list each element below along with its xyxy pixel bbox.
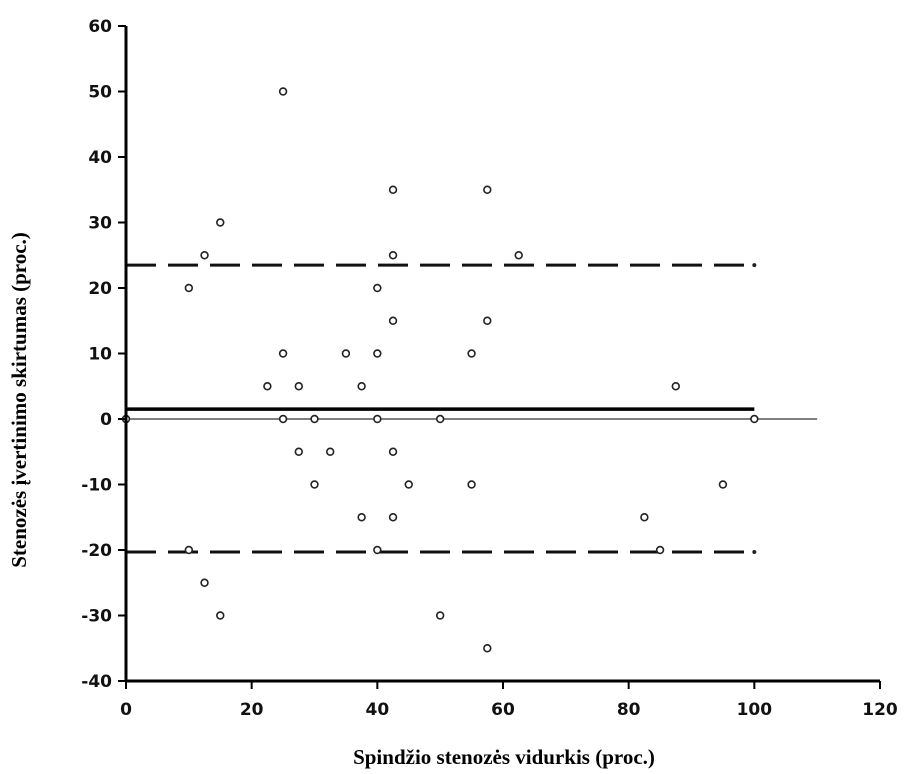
y-tick-label: 30 [88,214,112,234]
x-tick-label: 80 [617,700,641,720]
data-point [184,545,194,555]
data-point [640,513,649,522]
data-point [718,480,728,489]
data-point [655,545,665,555]
x-tick-label: 100 [737,700,773,720]
x-tick-label: 0 [120,700,132,720]
data-point [200,251,209,260]
data-point [514,251,523,260]
y-axis-title: Stenozės įvertinimo skirtumas (proc.) [7,232,31,568]
data-point [435,414,445,424]
data-point [357,513,366,522]
y-tick-label: 0 [100,410,112,430]
data-point [278,349,288,358]
data-point [310,414,319,424]
data-point [483,185,492,194]
x-axis-title: Spindžio stenozės vidurkis (proc.) [353,745,655,769]
y-tick-label: -20 [81,541,112,561]
upper-limit-end-dot [752,263,757,268]
y-tick-label: -30 [81,607,112,627]
data-point [184,283,194,293]
data-point [373,545,382,555]
data-point [373,414,382,424]
data-point [294,447,303,456]
data-point [467,349,476,358]
data-point [216,218,225,227]
data-point [750,414,759,424]
data-point [483,316,492,325]
data-point [341,349,351,358]
y-tick-label: 10 [88,345,112,365]
data-point [388,513,398,522]
data-point [263,382,272,391]
data-point [326,447,335,456]
data-point [200,578,209,587]
data-point [435,611,445,620]
x-tick-label: 40 [365,700,389,720]
data-point [216,611,225,620]
y-tick-label: -40 [81,672,112,692]
data-point [671,382,680,391]
x-tick-label: 120 [862,700,898,720]
data-point [388,316,398,325]
x-tick-label: 60 [491,700,515,720]
data-point [278,87,288,96]
data-point [404,480,413,489]
y-tick-label: 50 [88,83,112,103]
data-point [294,382,303,391]
y-tick-label: 20 [88,279,112,299]
data-point [467,480,476,489]
y-tick-label: 60 [88,17,112,37]
lower-limit-end-dot [752,549,757,554]
y-tick-label: 40 [88,148,112,168]
data-point [310,480,319,489]
data-point [388,251,398,260]
data-point [388,185,398,194]
data-point [373,349,382,358]
x-tick-label: 20 [240,700,264,720]
data-point [388,447,398,456]
data-point [373,283,382,293]
data-point [483,644,492,653]
y-tick-label: -10 [81,476,112,496]
data-point [278,414,288,424]
data-point [357,382,366,391]
